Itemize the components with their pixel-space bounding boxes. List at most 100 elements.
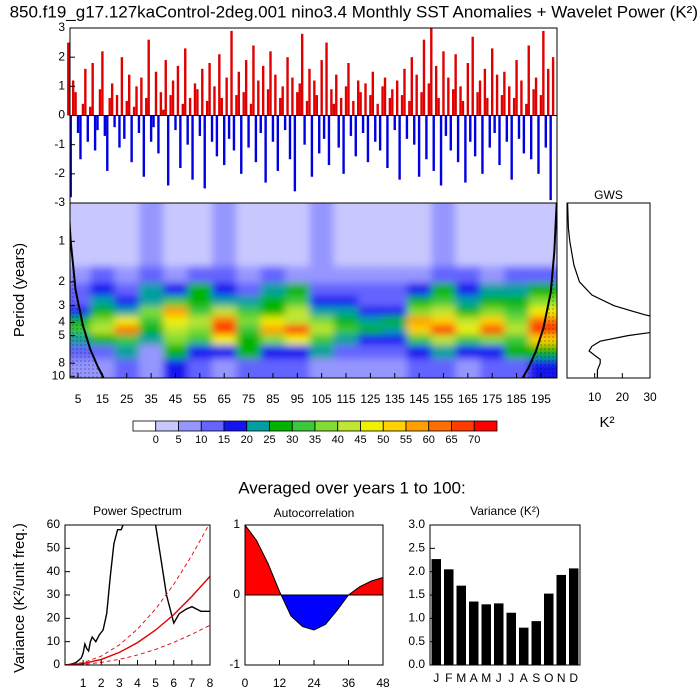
anomaly-bar — [174, 115, 177, 131]
anomaly-bar — [461, 100, 465, 116]
anomaly-bar — [508, 86, 511, 116]
y-tick-label: 10 — [47, 634, 61, 648]
anomaly-bar — [415, 74, 418, 116]
power-cell — [528, 306, 557, 317]
power-cell — [333, 282, 359, 297]
anomaly-bar — [547, 68, 550, 116]
power-cell — [138, 316, 164, 326]
power-cell — [406, 306, 432, 317]
anomaly-bar — [488, 115, 491, 148]
power-cell — [187, 306, 213, 317]
power-cell — [163, 203, 189, 267]
power-cell — [431, 358, 457, 378]
anomaly-bar — [225, 77, 228, 116]
x-tick-label: 30 — [643, 390, 657, 404]
anomaly-bar — [452, 89, 455, 116]
colorbar-label: 25 — [263, 434, 275, 446]
power-cell — [163, 306, 189, 317]
anomaly-bar — [237, 71, 241, 116]
power-cell — [90, 282, 116, 297]
power-cell — [138, 334, 164, 346]
anomaly-bar — [471, 36, 474, 116]
anomaly-bar — [137, 115, 141, 133]
power-cell — [163, 358, 189, 378]
y-tick-label: -3 — [54, 195, 65, 209]
anomaly-bar — [410, 57, 414, 116]
x-tick-label: 5 — [75, 392, 82, 406]
anomaly-bar — [422, 39, 426, 116]
colorbar-box — [360, 420, 384, 432]
colorbar-label: 45 — [354, 434, 366, 446]
x-tick-label: 5 — [152, 676, 159, 690]
power-cell — [285, 345, 310, 360]
anomaly-bar — [400, 95, 404, 116]
anomaly-bar — [257, 80, 260, 116]
power-cell — [358, 358, 384, 378]
anomaly-bar — [490, 48, 494, 116]
coi-line — [521, 203, 557, 378]
power-cell — [358, 316, 384, 326]
anomaly-bar — [159, 92, 163, 116]
colorbar-label: 0 — [153, 434, 159, 446]
power-cell — [212, 306, 237, 317]
anomaly-bar — [166, 115, 170, 186]
anomaly-bar — [527, 45, 530, 116]
anomaly-bar — [135, 86, 138, 116]
anomaly-bar — [176, 65, 180, 116]
anomaly-bar — [354, 115, 357, 157]
anomaly-bar — [286, 57, 289, 116]
anomaly-bar — [369, 95, 372, 116]
power-cell — [187, 358, 213, 378]
power-cell — [455, 306, 481, 317]
power-cell — [455, 203, 481, 267]
bar — [481, 604, 491, 665]
anomaly-bar — [512, 98, 516, 116]
anomaly-bar — [86, 115, 89, 142]
colorbar-box — [337, 420, 361, 432]
anomaly-bar — [154, 71, 158, 116]
x-tick-label: 3 — [116, 676, 123, 690]
power-cell — [187, 316, 213, 326]
colorbar-box — [314, 420, 339, 432]
y-tick-label: 1.0 — [408, 611, 425, 625]
colorbar-label: 40 — [332, 434, 344, 446]
anomaly-bar — [147, 39, 150, 116]
x-tick-label: 35 — [144, 392, 158, 406]
anomaly-bar — [315, 95, 318, 116]
power-cell — [163, 345, 189, 360]
anomaly-bar — [374, 115, 377, 142]
anomaly-bar — [308, 68, 311, 116]
anomaly-bar — [242, 92, 245, 116]
power-cell — [480, 266, 505, 284]
power-cell — [406, 358, 432, 378]
anomaly-bar — [110, 83, 114, 116]
power-cell — [187, 325, 213, 335]
anomaly-bar — [344, 86, 348, 116]
power-cell — [333, 295, 359, 307]
x-tick-label: A — [470, 671, 478, 685]
positive-area — [245, 525, 383, 595]
x-tick-label: 8 — [207, 676, 214, 690]
y-tick-label: 0 — [58, 108, 65, 122]
anomaly-bar — [303, 115, 306, 145]
x-tick-label: 45 — [169, 392, 183, 406]
power-cell — [114, 203, 140, 267]
y-tick-label: 10 — [52, 368, 66, 382]
anomaly-bar — [403, 68, 406, 116]
power-cell — [382, 306, 408, 317]
anomaly-bar — [469, 115, 472, 142]
anomaly-bar — [339, 98, 343, 116]
anomaly-bar — [481, 115, 484, 174]
power-cell — [528, 316, 557, 326]
power-cell — [114, 334, 140, 346]
power-cell — [236, 358, 262, 378]
y-tick-label: 2.0 — [408, 564, 425, 578]
power-cell — [528, 282, 557, 297]
power-cell — [309, 325, 335, 335]
negative-area — [245, 595, 383, 630]
anomaly-bar — [259, 115, 262, 133]
anomaly-bar — [510, 115, 513, 180]
x-tick-label: 145 — [409, 392, 429, 406]
